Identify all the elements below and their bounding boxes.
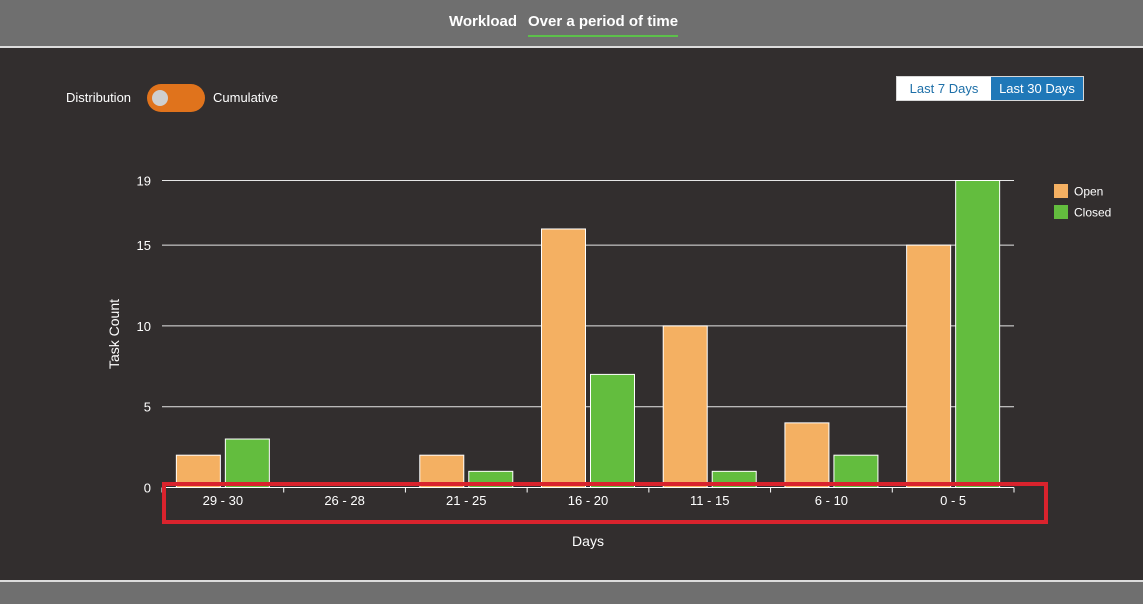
chart-bars xyxy=(175,180,1001,489)
y-tick-label: 19 xyxy=(137,174,151,189)
cumulative-label: Cumulative xyxy=(213,90,279,105)
bar-open-2[interactable] xyxy=(419,454,465,488)
bar-closed-3[interactable] xyxy=(590,373,635,489)
view-tab-bar: Workload Over a period of time xyxy=(0,0,1143,48)
legend-swatch-open xyxy=(1054,184,1068,198)
tab-workload[interactable]: Workload xyxy=(449,13,518,30)
legend-swatch-closed xyxy=(1054,205,1068,219)
bar-closed-2[interactable] xyxy=(468,470,514,488)
bar-closed-0[interactable] xyxy=(224,438,270,488)
x-tick-label: 6 - 10 xyxy=(815,493,848,508)
x-axis-ticks: 29 - 30 26 - 28 21 - 25 16 - 20 11 - 15 6 - 1… xyxy=(161,487,1015,508)
distribution-cumulative-toggle[interactable] xyxy=(147,84,205,112)
x-tick-label: 11 - 15 xyxy=(690,493,730,508)
y-axis-ticks: 0 5 10 15 19 xyxy=(137,174,151,496)
last-7-days-button[interactable]: Last 7 Days xyxy=(897,77,991,100)
distribution-label: Distribution xyxy=(66,90,132,105)
x-tick-label: 29 - 30 xyxy=(203,493,243,508)
bar-open-4[interactable] xyxy=(662,325,708,488)
x-tick-label: 21 - 25 xyxy=(446,493,486,508)
chart-legend: Open Closed xyxy=(1054,184,1111,220)
bar-open-6[interactable] xyxy=(906,244,952,488)
y-axis-label: Task Count xyxy=(106,299,122,369)
x-tick-label: 26 - 28 xyxy=(324,493,364,508)
tab-over-a-period-of-time[interactable]: Over a period of time xyxy=(528,13,679,37)
y-tick-label: 10 xyxy=(137,319,151,334)
x-axis-label: Days xyxy=(572,533,604,549)
bottom-bar xyxy=(0,580,1143,604)
bar-closed-6[interactable] xyxy=(955,180,1001,488)
y-tick-label: 5 xyxy=(144,400,151,415)
bar-closed-5[interactable] xyxy=(833,454,879,488)
chart-gridlines xyxy=(162,180,1014,408)
y-tick-label: 0 xyxy=(144,481,151,496)
legend-label-open[interactable]: Open xyxy=(1074,185,1103,199)
date-range-selector: Last 7 Days Last 30 Days xyxy=(896,76,1084,101)
bar-closed-4[interactable] xyxy=(711,470,757,488)
bar-open-0[interactable] xyxy=(175,454,221,488)
last-30-days-button[interactable]: Last 30 Days xyxy=(991,77,1083,100)
x-tick-label: 16 - 20 xyxy=(568,493,608,508)
legend-label-closed[interactable]: Closed xyxy=(1074,206,1111,220)
bar-open-5[interactable] xyxy=(784,422,830,488)
y-tick-label: 15 xyxy=(137,238,151,253)
toggle-knob[interactable] xyxy=(152,90,168,106)
x-tick-label: 0 - 5 xyxy=(940,493,966,508)
bar-open-3[interactable] xyxy=(541,228,586,488)
